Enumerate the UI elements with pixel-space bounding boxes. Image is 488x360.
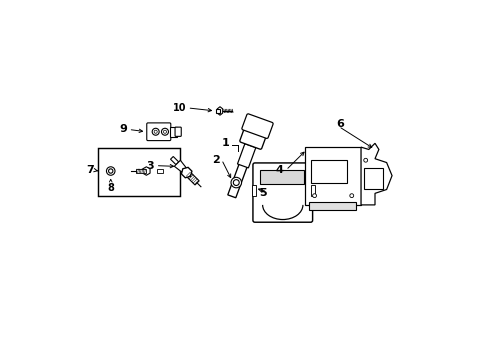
Polygon shape [174, 160, 186, 172]
Text: 3: 3 [146, 161, 154, 171]
Circle shape [349, 194, 353, 198]
Circle shape [108, 169, 113, 173]
Bar [170, 157, 178, 165]
FancyBboxPatch shape [175, 127, 181, 136]
Circle shape [161, 128, 168, 135]
Circle shape [312, 194, 316, 198]
Bar [227, 146, 253, 198]
Text: 10: 10 [173, 103, 186, 113]
Circle shape [152, 128, 159, 135]
Bar [364, 168, 382, 189]
Bar [135, 169, 146, 173]
Bar [305, 147, 360, 205]
Bar [259, 170, 304, 184]
Bar [237, 144, 255, 168]
Circle shape [363, 158, 367, 162]
Text: 4: 4 [275, 165, 283, 175]
Text: 6: 6 [336, 119, 344, 129]
Polygon shape [217, 107, 222, 115]
Bar [184, 171, 199, 185]
Polygon shape [142, 167, 150, 175]
Bar [157, 170, 163, 172]
Text: 9: 9 [119, 125, 127, 134]
Circle shape [230, 177, 241, 188]
Polygon shape [360, 143, 391, 205]
FancyBboxPatch shape [242, 114, 273, 139]
Bar [251, 185, 256, 196]
Bar [98, 148, 180, 195]
Circle shape [154, 130, 157, 133]
Text: 7: 7 [86, 165, 94, 175]
FancyBboxPatch shape [146, 123, 170, 141]
Circle shape [106, 167, 115, 175]
FancyBboxPatch shape [239, 120, 268, 149]
Circle shape [163, 130, 166, 133]
FancyBboxPatch shape [252, 163, 312, 222]
Bar [311, 160, 346, 183]
Bar [216, 109, 220, 113]
Bar [169, 127, 177, 137]
Bar [310, 185, 315, 196]
Bar [308, 202, 355, 210]
Circle shape [233, 180, 239, 185]
Text: 2: 2 [212, 155, 220, 165]
Polygon shape [181, 167, 191, 178]
Text: 1: 1 [221, 138, 229, 148]
Text: 5: 5 [258, 188, 266, 198]
Text: 8: 8 [107, 183, 114, 193]
